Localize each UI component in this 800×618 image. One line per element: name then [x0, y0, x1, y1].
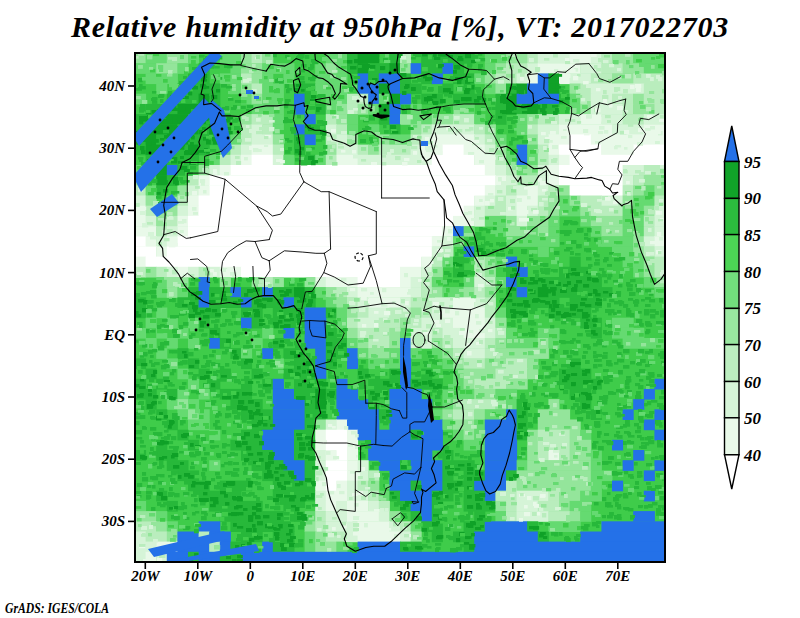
svg-text:50E: 50E	[500, 568, 525, 584]
svg-text:90: 90	[744, 189, 762, 208]
svg-text:95: 95	[744, 153, 762, 172]
svg-text:20N: 20N	[98, 202, 126, 218]
svg-text:40E: 40E	[447, 568, 473, 584]
svg-text:60E: 60E	[553, 568, 578, 584]
svg-text:0: 0	[247, 568, 255, 584]
svg-text:50: 50	[744, 409, 762, 428]
svg-text:20S: 20S	[101, 451, 125, 467]
svg-text:20W: 20W	[130, 568, 161, 584]
svg-text:40: 40	[743, 446, 762, 465]
svg-text:10S: 10S	[102, 389, 125, 405]
svg-text:70E: 70E	[605, 568, 630, 584]
svg-text:85: 85	[744, 226, 762, 245]
svg-text:30E: 30E	[394, 568, 420, 584]
svg-text:20E: 20E	[342, 568, 368, 584]
svg-text:30N: 30N	[98, 140, 126, 156]
svg-text:30S: 30S	[101, 513, 125, 529]
svg-text:Relative humidity at 950hPa [%: Relative humidity at 950hPa [%], VT: 201…	[70, 10, 729, 43]
svg-text:75: 75	[744, 299, 762, 318]
svg-text:GrADS: IGES/COLA: GrADS: IGES/COLA	[5, 600, 109, 616]
svg-text:70: 70	[744, 336, 762, 355]
svg-text:80: 80	[744, 263, 762, 282]
svg-text:EQ: EQ	[103, 327, 125, 343]
svg-text:10N: 10N	[99, 265, 126, 281]
svg-text:40N: 40N	[98, 78, 126, 94]
svg-text:10E: 10E	[290, 568, 315, 584]
svg-text:60: 60	[744, 373, 762, 392]
svg-text:10W: 10W	[184, 568, 214, 584]
